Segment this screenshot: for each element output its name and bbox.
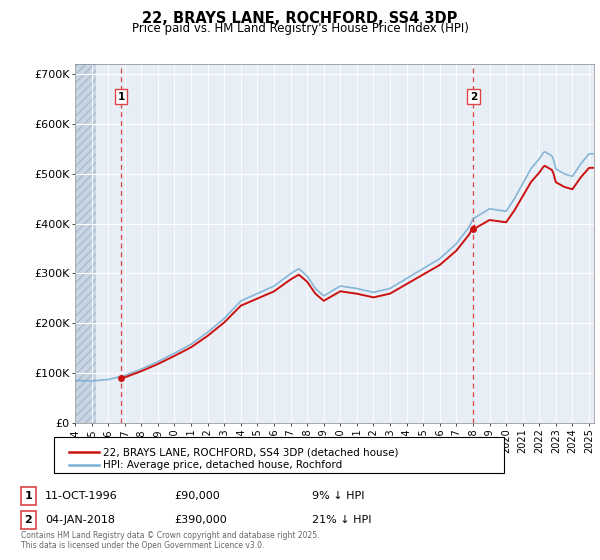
Text: HPI: Average price, detached house, Rochford: HPI: Average price, detached house, Roch… <box>103 460 343 470</box>
Text: 1: 1 <box>25 491 32 501</box>
Text: £90,000: £90,000 <box>174 491 220 501</box>
Text: £390,000: £390,000 <box>174 515 227 525</box>
Text: 21% ↓ HPI: 21% ↓ HPI <box>312 515 371 525</box>
Text: 04-JAN-2018: 04-JAN-2018 <box>45 515 115 525</box>
Text: 1: 1 <box>118 92 125 102</box>
Text: 2: 2 <box>25 515 32 525</box>
Text: Price paid vs. HM Land Registry's House Price Index (HPI): Price paid vs. HM Land Registry's House … <box>131 22 469 35</box>
Text: 2: 2 <box>470 92 477 102</box>
Text: 22, BRAYS LANE, ROCHFORD, SS4 3DP (detached house): 22, BRAYS LANE, ROCHFORD, SS4 3DP (detac… <box>103 447 398 458</box>
Bar <box>75 64 96 423</box>
Text: 9% ↓ HPI: 9% ↓ HPI <box>312 491 365 501</box>
Text: Contains HM Land Registry data © Crown copyright and database right 2025.
This d: Contains HM Land Registry data © Crown c… <box>21 530 320 550</box>
Text: 11-OCT-1996: 11-OCT-1996 <box>45 491 118 501</box>
Text: 22, BRAYS LANE, ROCHFORD, SS4 3DP: 22, BRAYS LANE, ROCHFORD, SS4 3DP <box>142 11 458 26</box>
